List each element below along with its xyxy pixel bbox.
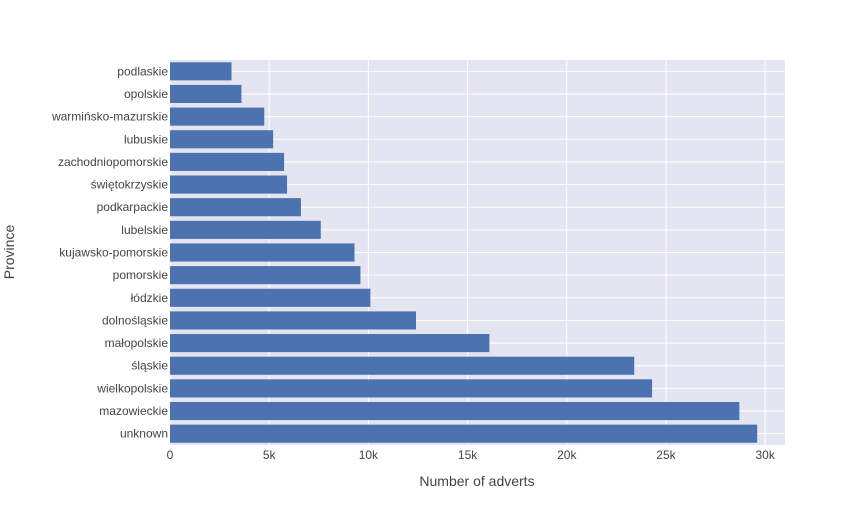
y-axis-title: Province xyxy=(1,225,17,280)
bar-opolskie xyxy=(170,84,242,104)
bar-wielkopolskie xyxy=(170,379,653,398)
y-tick-label: podlaskie xyxy=(117,64,168,78)
y-tick-label: lubuskie xyxy=(124,132,168,146)
bar-dolnośląskie xyxy=(170,311,416,330)
x-tick-label: 30k xyxy=(755,448,775,462)
y-tick-labels: unknown mazowieckie wielkopolskie śląskie ma… xyxy=(51,64,168,440)
bar-unknown xyxy=(170,424,758,443)
y-tick-label: lubelskie xyxy=(121,223,168,237)
y-tick-label: warmińsko-mazurskie xyxy=(51,110,168,124)
y-tick-label: mazowieckie xyxy=(99,404,168,418)
y-tick-label: dolnośląskie xyxy=(102,313,168,327)
x-tick-labels: 0 5k 10k 15k 20k 25k 30k xyxy=(167,448,776,462)
bar-lubelskie xyxy=(170,220,321,239)
y-tick-label: zachodniopomorskie xyxy=(58,155,168,169)
y-tick-label: łódzkie xyxy=(131,291,169,305)
y-tick-label: śląskie xyxy=(131,359,168,373)
y-tick-label: kujawsko-pomorskie xyxy=(59,246,168,260)
x-tick-label: 20k xyxy=(557,448,577,462)
y-tick-label: małopolskie xyxy=(105,336,169,350)
y-tick-label: podkarpackie xyxy=(97,200,169,214)
y-tick-label: świętokrzyskie xyxy=(91,178,169,192)
x-tick-label: 5k xyxy=(263,448,277,462)
bar-łódzkie xyxy=(170,288,371,307)
x-axis-title: Number of adverts xyxy=(419,473,534,489)
bar-świętokrzyskie xyxy=(170,175,288,194)
bar-zachodniopomorskie xyxy=(170,152,285,171)
bar-podlaskie xyxy=(170,62,232,81)
x-tick-label: 0 xyxy=(167,448,174,462)
bar-lubuskie xyxy=(170,130,274,149)
y-tick-label: wielkopolskie xyxy=(96,381,168,395)
y-tick-label: opolskie xyxy=(124,87,168,101)
y-tick-label: unknown xyxy=(120,427,168,441)
bar-pomorskie xyxy=(170,266,361,285)
x-tick-label: 10k xyxy=(359,448,379,462)
bar-śląskie xyxy=(170,356,635,375)
x-tick-label: 25k xyxy=(656,448,676,462)
y-tick-label: pomorskie xyxy=(113,268,169,282)
bar-kujawsko-pomorskie xyxy=(170,243,355,262)
bar-podkarpackie xyxy=(170,198,301,217)
bar-warmińsko-mazurskie xyxy=(170,107,265,126)
bar-mazowieckie xyxy=(170,401,740,421)
bar-małopolskie xyxy=(170,334,490,353)
x-tick-label: 15k xyxy=(458,448,478,462)
bars xyxy=(170,62,758,443)
